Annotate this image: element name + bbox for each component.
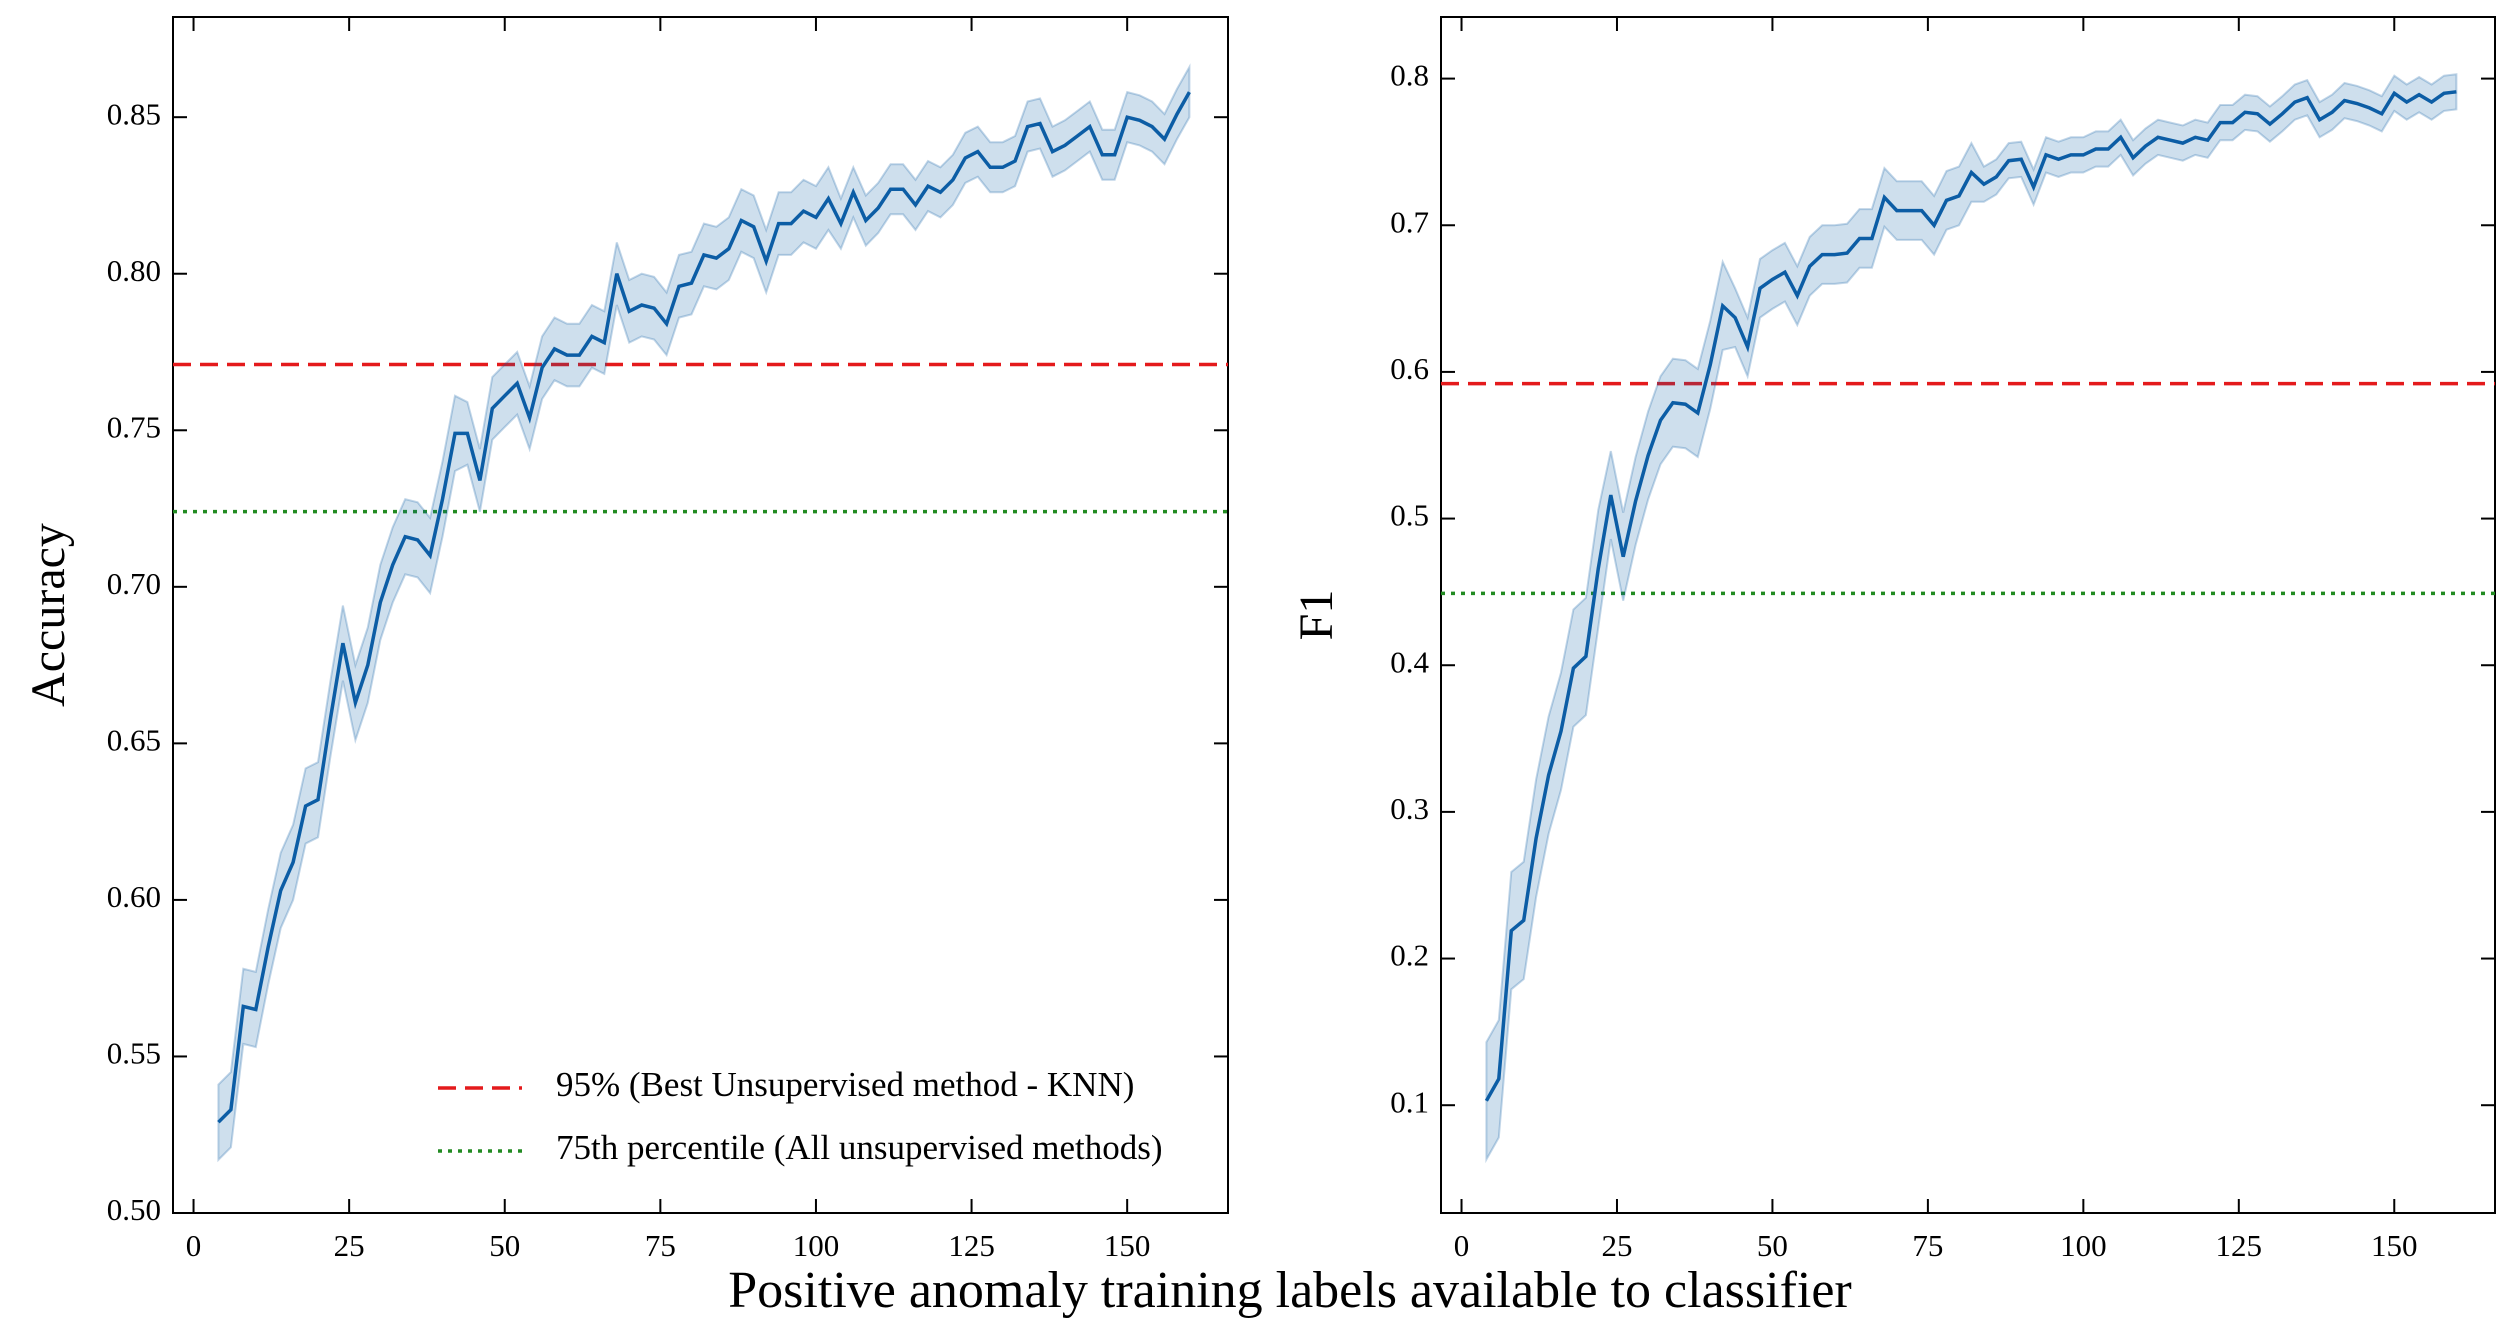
y-tick-label: 0.1 [1390, 1084, 1429, 1119]
plot-frame [172, 16, 1229, 1214]
y-tick-label: 0.55 [107, 1036, 161, 1071]
x-tick-label: 100 [2060, 1228, 2107, 1263]
chart: 0 25 50 75 100 125 150 0.50 0.55 0.60 0.65 0.70 0.75… [22, 16, 1229, 1263]
y-axis-label: Accuracy [22, 523, 75, 707]
x-tick-label: 25 [1601, 1228, 1632, 1263]
x-tick-label: 0 [186, 1228, 202, 1263]
figure-x-label: Positive anomaly training labels availab… [728, 1262, 1851, 1319]
y-tick-label: 0.2 [1390, 938, 1429, 973]
x-tick-label: 125 [948, 1228, 995, 1263]
x-tick-label: 150 [2371, 1228, 2418, 1263]
line [1484, 90, 2457, 1102]
y-tick-label: 0.5 [1390, 498, 1429, 533]
y-tick-label: 0.50 [107, 1192, 161, 1227]
y-tick-label: 0.75 [107, 409, 161, 444]
confidence-band [1485, 73, 2458, 1164]
line [217, 91, 1191, 1124]
y-tick-label: 0.8 [1390, 58, 1429, 93]
x-tick-label: 0 [1454, 1228, 1470, 1263]
confidence-band [217, 63, 1191, 1163]
y-tick-label: 0.60 [107, 879, 161, 914]
legend-label: 75th percentile (All unsupervised method… [556, 1128, 1163, 1167]
plot-frame [1440, 16, 2496, 1214]
x-tick-label: 150 [1104, 1228, 1151, 1263]
y-tick-label: 0.80 [107, 253, 161, 288]
x-tick-label: 100 [793, 1228, 840, 1263]
x-tick-label: 75 [1912, 1228, 1943, 1263]
legend-label: 95% (Best Unsupervised method - KNN) [556, 1065, 1134, 1104]
x-tick-label: 125 [2216, 1228, 2263, 1263]
y-tick-label: 0.65 [107, 722, 161, 757]
chart: 0 25 50 75 100 125 150 0.1 0.2 0.3 0.4 0.5 0.6 0.7 0.8… [1290, 16, 2496, 1263]
x-tick-label: 25 [334, 1228, 365, 1263]
y-tick-label: 0.85 [107, 96, 161, 131]
x-tick-label: 50 [489, 1228, 520, 1263]
y-tick-label: 0.6 [1390, 351, 1429, 386]
x-tick-label: 50 [1757, 1228, 1788, 1263]
y-tick-label: 0.3 [1390, 791, 1429, 826]
y-axis-label: F1 [1290, 590, 1343, 641]
y-tick-label: 0.4 [1390, 644, 1429, 679]
y-tick-label: 0.7 [1390, 204, 1429, 239]
x-tick-label: 75 [645, 1228, 676, 1263]
y-tick-label: 0.70 [107, 566, 161, 601]
